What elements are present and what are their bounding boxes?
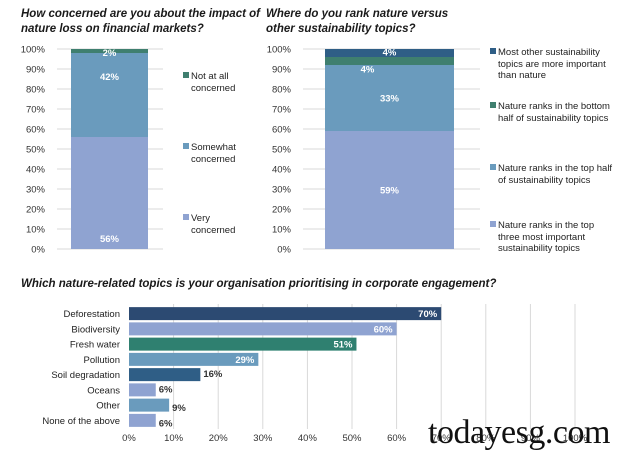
chart3-category-label: Biodiversity (71, 324, 120, 335)
legend-item: Nature ranks in the top half of sustainab… (490, 163, 612, 186)
chart3-data-label: 60% (374, 324, 394, 335)
chart2-y-tick-label: 100% (267, 45, 292, 56)
chart3-x-tick-label: 20% (209, 433, 229, 444)
chart1-bar-segment (71, 49, 148, 53)
chart1-y-tick-label: 80% (26, 85, 46, 96)
chart3-data-label: 51% (333, 340, 353, 351)
chart3-x-tick-label: 60% (387, 433, 407, 444)
chart3-data-label: 29% (235, 355, 255, 366)
legend-swatch (490, 102, 496, 108)
chart2-y-tick-label: 10% (272, 225, 292, 236)
chart2-data-label: 59% (380, 186, 400, 197)
chart1-y-tick-label: 50% (26, 145, 46, 156)
chart2-y-tick-label: 60% (272, 125, 292, 136)
legend-swatch (490, 48, 496, 54)
chart1-data-label: 56% (100, 234, 120, 245)
chart2-data-label: 33% (380, 94, 400, 105)
legend-swatch (183, 72, 189, 78)
chart3-bar (129, 352, 259, 366)
chart2-y-tick-label: 90% (272, 65, 292, 76)
chart1-bar-segment (71, 137, 148, 249)
chart3-bar (129, 383, 156, 397)
chart3-x-tick-label: 50% (342, 433, 362, 444)
chart2-bar-segment (325, 131, 454, 249)
chart2-y-tick-label: 70% (272, 105, 292, 116)
legend-label: Not at all concerned (191, 71, 236, 94)
chart3-x-tick-label: 10% (164, 433, 184, 444)
legend-label: Very concerned (191, 213, 236, 236)
chart3-data-label: 16% (203, 369, 223, 380)
chart3-category-label: Fresh water (70, 340, 120, 351)
chart2-data-label: 4% (361, 65, 375, 76)
chart1-y-tick-label: 10% (26, 225, 46, 236)
legend-swatch (490, 221, 496, 227)
chart2-y-tick-label: 50% (272, 145, 292, 156)
chart3-bar (129, 307, 442, 321)
chart1-y-tick-label: 90% (26, 65, 46, 76)
chart1-y-tick-label: 0% (31, 245, 45, 256)
legend-item: Nature ranks in the top three most import… (490, 220, 594, 255)
chart3-bar (129, 368, 201, 382)
legend-swatch (490, 164, 496, 170)
chart1-y-tick-label: 60% (26, 125, 46, 136)
legend-label: Most other sustainability topics are more… (498, 47, 606, 81)
chart3-category-label: Pollution (84, 355, 120, 366)
watermark: todayesg.com (428, 414, 610, 451)
chart1-data-label: 42% (100, 72, 120, 83)
chart3-x-tick-label: 0% (122, 433, 136, 444)
legend-item: Somewhat concerned (183, 142, 236, 165)
chart3-bar (129, 413, 156, 427)
chart1-y-tick-label: 20% (26, 205, 46, 216)
chart3-data-label: 70% (418, 309, 438, 320)
legend-item: Most other sustainability topics are more… (490, 47, 606, 82)
chart3-x-tick-label: 90% (521, 433, 541, 444)
legend-label: Nature ranks in the top three most import… (498, 220, 595, 254)
chart3-bar (129, 398, 170, 412)
chart1-y-tick-label: 70% (26, 105, 46, 116)
chart3-category-label: Soil degradation (51, 370, 120, 381)
chart3-category-label: None of the above (42, 416, 120, 427)
chart3-data-label: 6% (159, 418, 173, 429)
chart1-y-tick-label: 30% (26, 185, 46, 196)
chart2-bar-segment (325, 49, 454, 57)
chart1-y-tick-label: 40% (26, 165, 46, 176)
chart3-data-label: 9% (172, 403, 186, 414)
legend-item: Very concerned (183, 213, 235, 236)
chart3-title: Which nature-related topics is your orga… (21, 278, 497, 290)
legend-item: Nature ranks in the bottom half of sustai… (490, 101, 610, 124)
chart3-category-label: Oceans (87, 385, 120, 396)
chart2-data-label: 4% (383, 48, 397, 59)
chart3-x-tick-label: 100% (563, 433, 588, 444)
chart3-bar (129, 337, 357, 351)
chart2-bar-segment (325, 65, 454, 131)
chart3-x-tick-label: 80% (476, 433, 496, 444)
chart3-category-label: Other (96, 401, 120, 412)
chart2-y-tick-label: 80% (272, 85, 292, 96)
legend-label: Nature ranks in the bottom half of sustai… (498, 101, 610, 124)
chart3-category-label: Deforestation (63, 309, 120, 320)
chart2-title: Where do you rank nature versus other su… (266, 8, 449, 35)
chart3-bar (129, 322, 397, 336)
chart1-bar-segment (71, 53, 148, 137)
chart1-data-label: 2% (103, 48, 117, 59)
chart2-bar-segment (325, 57, 454, 65)
chart3-x-tick-label: 30% (253, 433, 273, 444)
legend-item: Not at all concerned (183, 71, 235, 94)
legend-swatch (183, 214, 189, 220)
chart3-x-tick-label: 40% (298, 433, 318, 444)
legend-label: Nature ranks in the top half of sustainab… (498, 163, 613, 186)
legend-swatch (183, 143, 189, 149)
chart2-y-tick-label: 30% (272, 185, 292, 196)
legend-label: Somewhat concerned (191, 142, 236, 165)
chart1-title: How concerned are you about the impact o… (21, 8, 260, 35)
chart2-y-tick-label: 20% (272, 205, 292, 216)
chart2-y-tick-label: 40% (272, 165, 292, 176)
chart2-y-tick-label: 0% (277, 245, 291, 256)
chart3-data-label: 6% (159, 384, 173, 395)
chart1-y-tick-label: 100% (21, 45, 46, 56)
chart3-x-tick-label: 70% (432, 433, 452, 444)
